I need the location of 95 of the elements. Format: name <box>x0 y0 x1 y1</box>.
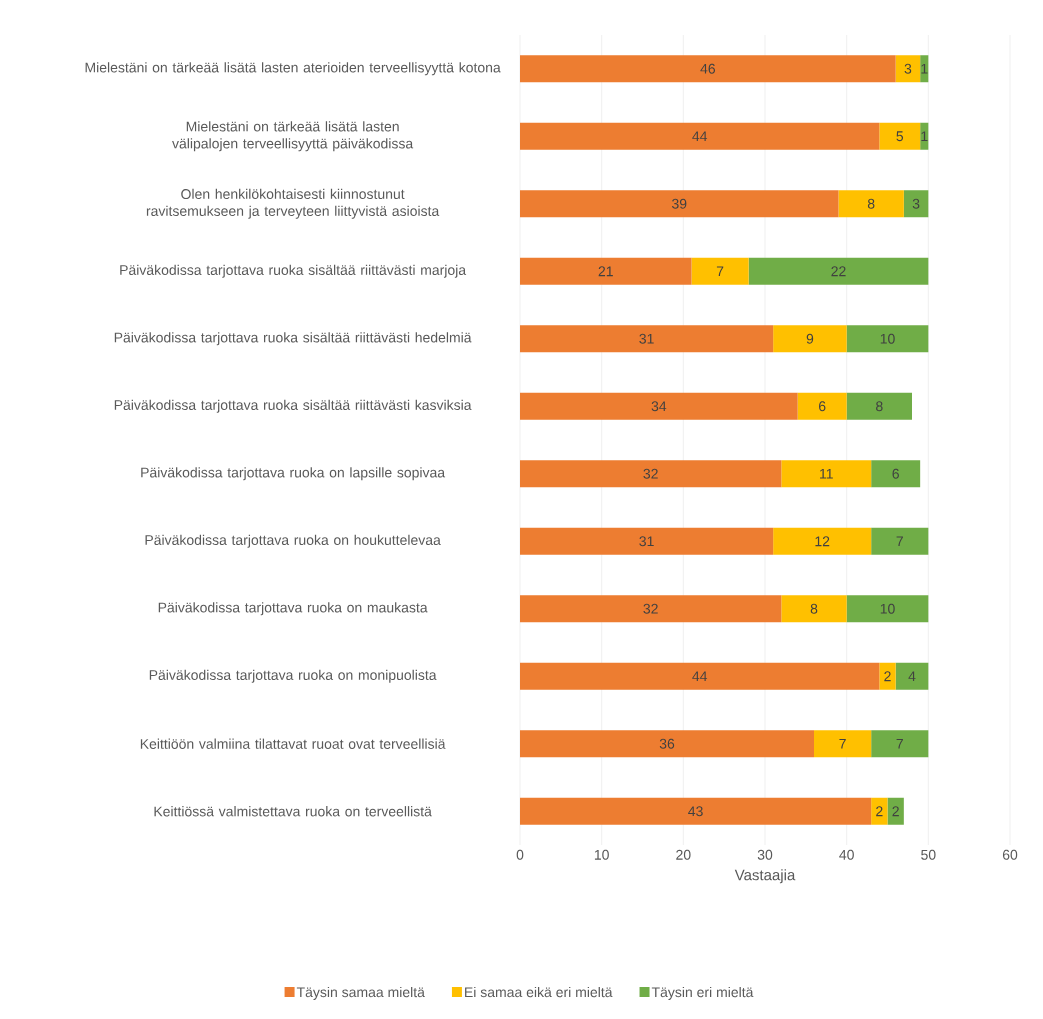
bar <box>520 392 798 420</box>
data-label: 4 <box>908 671 916 682</box>
bar <box>773 325 847 353</box>
y-tick-label: Päiväkodissa tarjottava ruoka sisältää riittävästi kasviksia <box>114 399 472 413</box>
y-tick-label: Olen henkilökohtaisesti kiinnostunut ravitsemukseen ja terveyteen liittyvistä asioista <box>146 188 440 219</box>
data-label: 32 <box>643 603 658 614</box>
data-label: 5 <box>896 131 904 142</box>
data-label: 3 <box>912 198 920 209</box>
bar <box>520 527 774 555</box>
bar <box>871 797 888 825</box>
data-label: 2 <box>892 806 899 817</box>
data-label: 12 <box>815 536 830 547</box>
data-label: 1 <box>921 63 928 74</box>
x-tick-label: 50 <box>921 849 936 860</box>
data-label: 7 <box>896 738 903 749</box>
x-axis-title: Vastaajia <box>734 869 796 884</box>
data-label: 8 <box>867 198 875 209</box>
bar <box>748 257 929 285</box>
data-label: 10 <box>880 333 895 344</box>
y-tick-label: Päiväkodissa tarjottava ruoka on maukasta <box>158 602 428 616</box>
x-tick-label: 30 <box>757 849 773 860</box>
bar <box>520 460 782 488</box>
bar <box>887 797 904 825</box>
data-label: 31 <box>639 536 654 547</box>
data-label: 8 <box>876 401 883 412</box>
y-tick-label: Mielestäni on tärkeää lisätä lasten aterioiden terveellisyyttä kotona <box>85 62 501 76</box>
data-label: 6 <box>819 401 826 412</box>
data-label: 22 <box>831 266 846 277</box>
y-tick-label: Keittiössä valmistettava ruoka on terveellistä <box>154 806 432 817</box>
bar <box>520 122 880 150</box>
data-label: 7 <box>839 738 846 749</box>
data-label: 2 <box>876 806 883 817</box>
bar <box>773 527 872 555</box>
bar <box>846 595 929 623</box>
bar <box>846 325 929 353</box>
legend-label: Täysin samaa mieltä <box>296 986 425 1000</box>
bar <box>520 730 814 758</box>
bar <box>520 257 692 285</box>
data-label: 8 <box>810 603 818 614</box>
x-tick-label: 60 <box>1002 849 1018 860</box>
data-label: 21 <box>598 266 613 277</box>
bar <box>520 662 880 690</box>
data-label: 46 <box>700 63 716 74</box>
bar <box>797 392 847 420</box>
bar <box>520 55 896 83</box>
y-tick-label: Päiväkodissa tarjottava ruoka on lapsille sopivaa <box>141 467 446 481</box>
data-label: 43 <box>688 806 703 817</box>
data-label: 44 <box>692 671 708 682</box>
bar <box>846 392 912 420</box>
x-tick-label: 20 <box>676 849 691 860</box>
data-label: 7 <box>716 266 724 277</box>
data-label: 1 <box>921 131 928 142</box>
legend-label: Täysin eri mieltä <box>651 986 754 1000</box>
data-label: 10 <box>880 603 895 614</box>
bar <box>814 730 872 758</box>
bar <box>879 662 896 690</box>
data-label: 39 <box>672 198 687 209</box>
y-tick-label: Päiväkodissa tarjottava ruoka sisältää riittävästi hedelmiä <box>114 332 472 346</box>
data-label: 32 <box>643 468 658 479</box>
data-label: 44 <box>692 131 708 142</box>
x-tick-label: 10 <box>594 849 609 860</box>
legend-label: Ei samaa eikä eri mieltä <box>465 986 613 998</box>
data-label: 3 <box>904 63 912 74</box>
bar <box>871 527 929 555</box>
bar <box>879 122 921 150</box>
x-tick-label: 40 <box>839 849 854 860</box>
bar <box>520 595 782 623</box>
bar <box>920 55 929 83</box>
bar <box>781 595 847 623</box>
data-label: 2 <box>884 671 891 682</box>
bar <box>895 662 929 690</box>
bar <box>920 122 929 150</box>
y-tick-label: Keittiöön valmiina tilattavat ruoat ovat terveellisiä <box>140 738 446 749</box>
y-tick-label: Mielestäni on tärkeää lisätä lasten välipalojen terveellisyyttä päiväkodissa <box>172 121 414 152</box>
bar <box>895 55 921 83</box>
bar <box>871 730 929 758</box>
x-tick-label: 0 <box>516 849 524 860</box>
y-tick-label: Päiväkodissa tarjottava ruoka sisältää riittävästi marjoja <box>120 264 467 278</box>
bar <box>520 797 872 825</box>
bar <box>691 257 749 285</box>
bar <box>838 190 904 218</box>
data-label: 31 <box>639 333 654 344</box>
data-label: 7 <box>896 536 903 547</box>
y-tick-label: Päiväkodissa tarjottava ruoka on monipuolista <box>149 669 437 683</box>
bar <box>781 460 872 488</box>
bar <box>903 190 929 218</box>
bar <box>520 325 774 353</box>
data-label: 36 <box>659 738 675 749</box>
data-label: 9 <box>806 333 814 344</box>
bar <box>520 190 839 218</box>
data-label: 6 <box>892 468 899 479</box>
data-label: 11 <box>820 468 833 479</box>
bar <box>871 460 921 488</box>
y-tick-label: Päiväkodissa tarjottava ruoka on houkuttelevaa <box>145 534 441 548</box>
data-label: 34 <box>651 401 667 412</box>
